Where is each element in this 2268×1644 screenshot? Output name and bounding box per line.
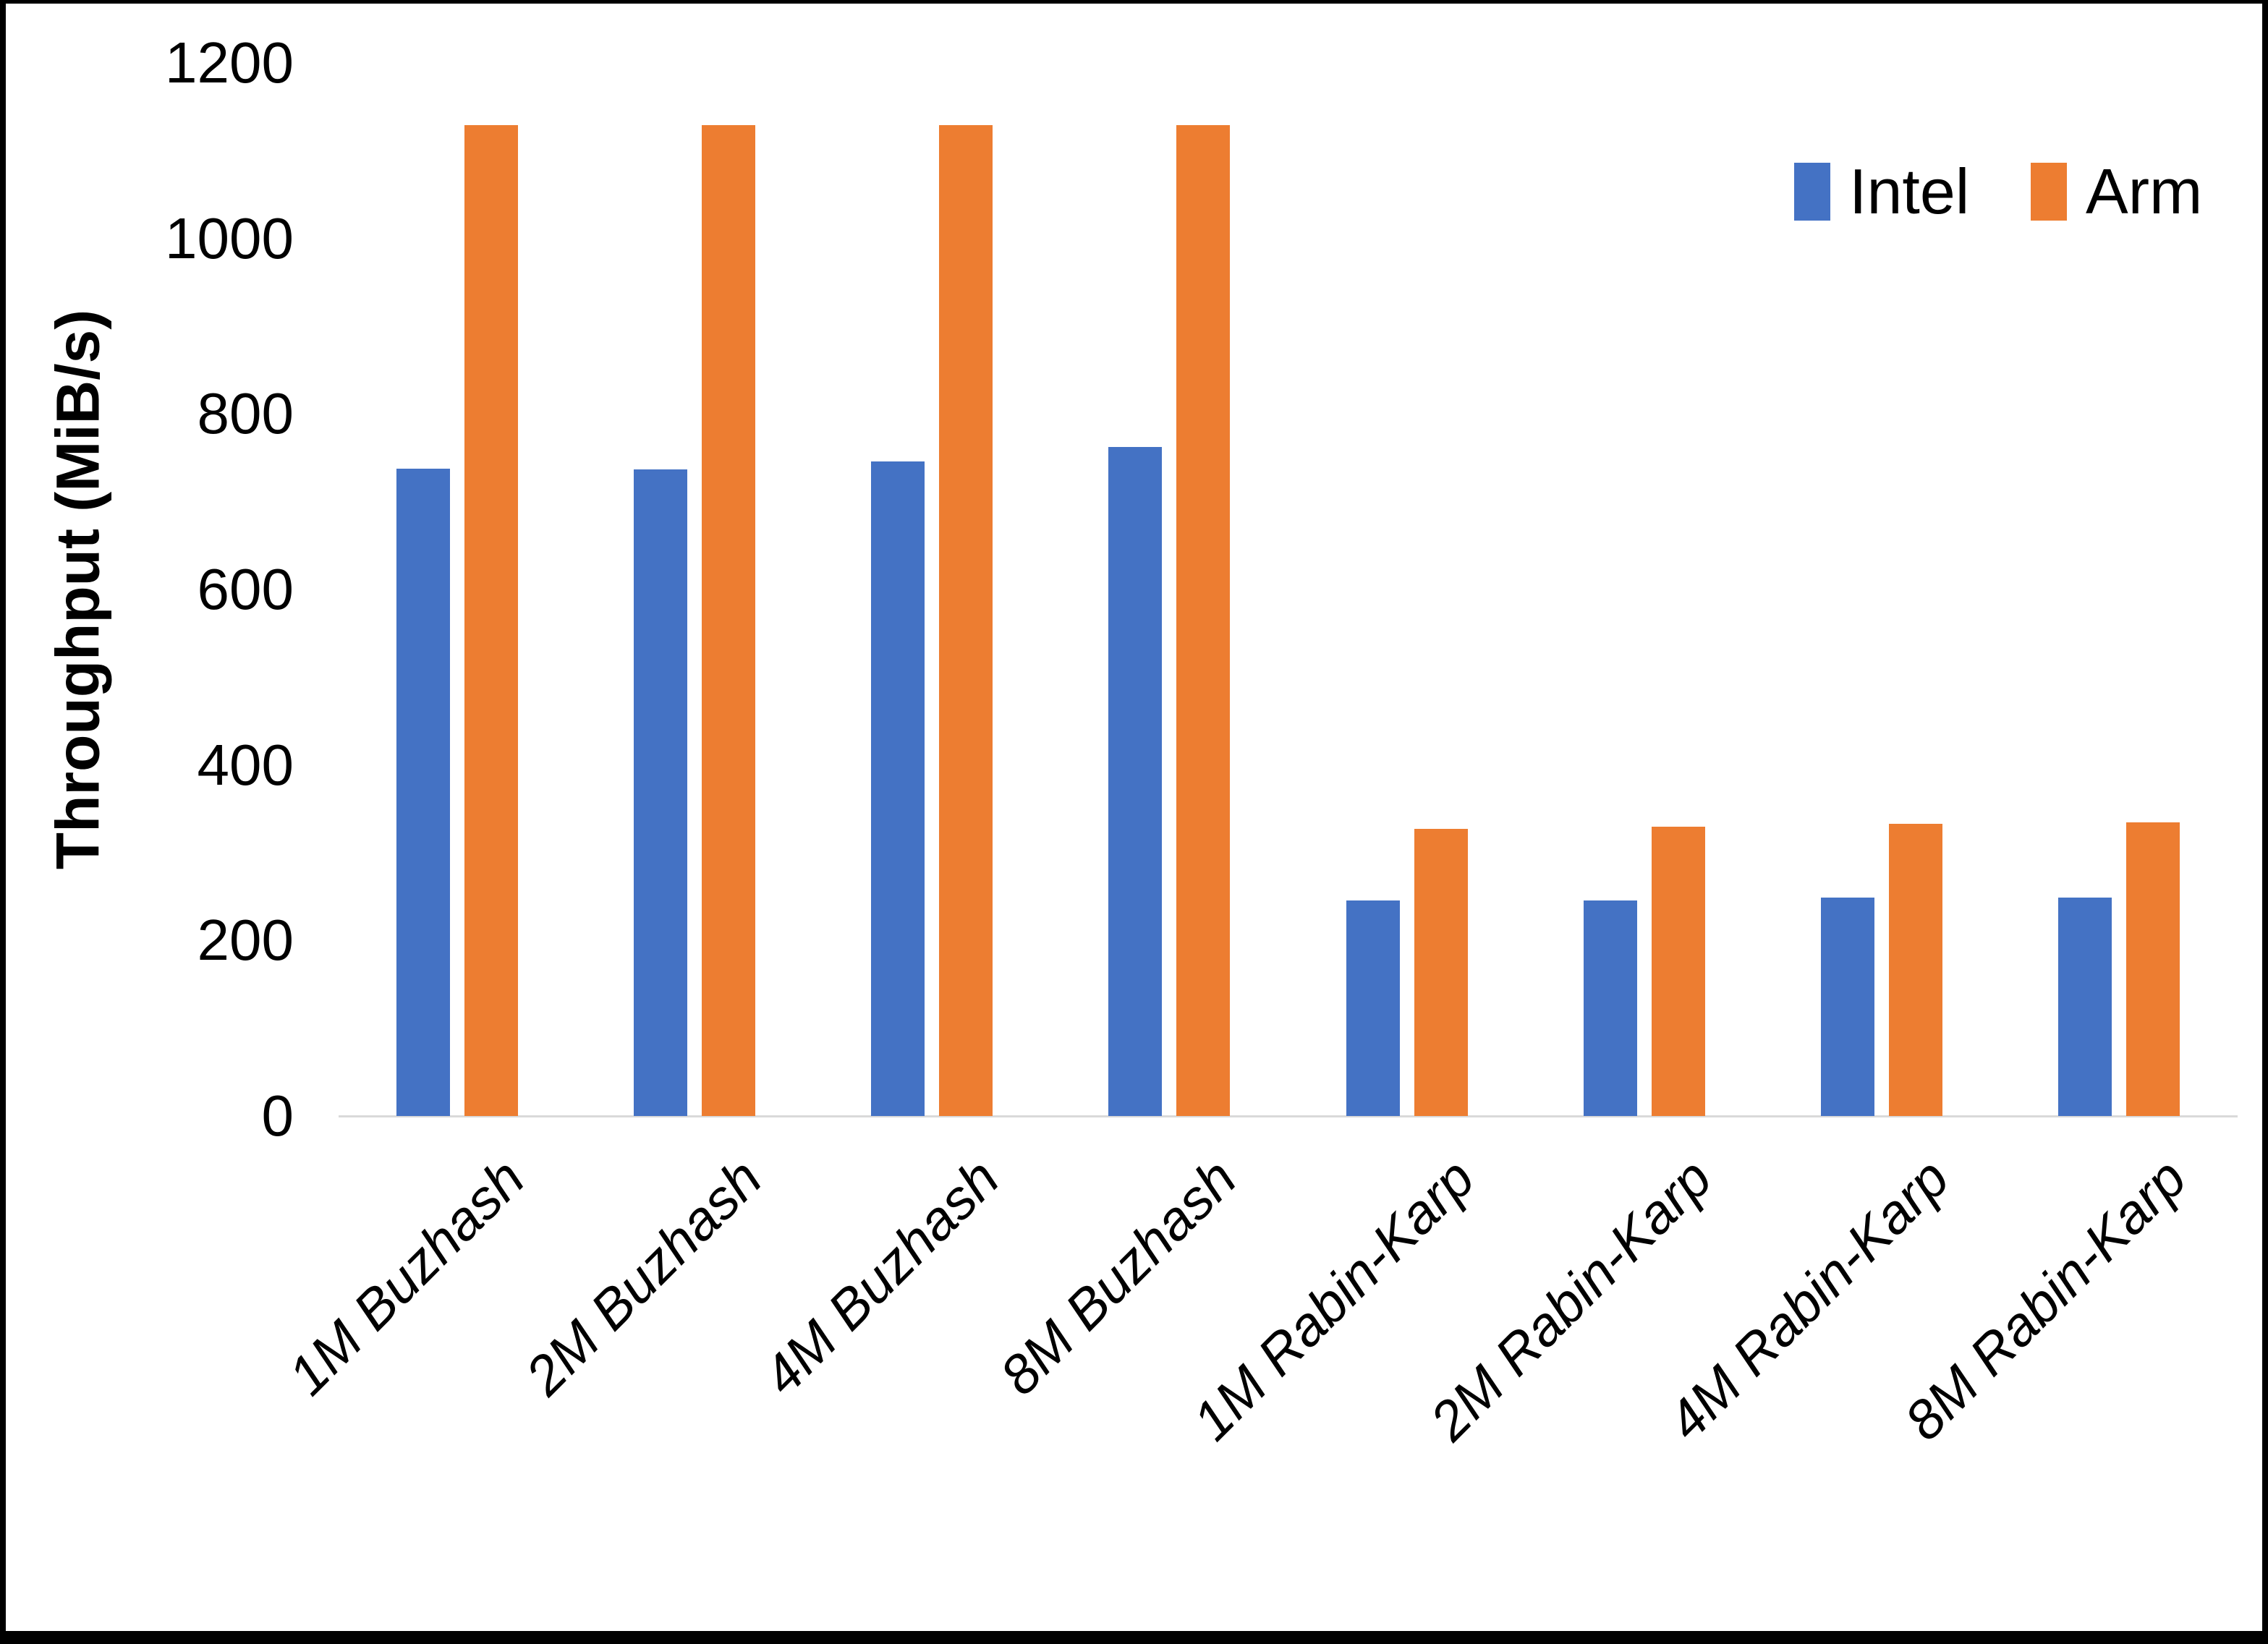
x-axis-label-1m-rabin-karp: 1M Rabin-Karp [1181, 1147, 1486, 1452]
bar-intel-2m-rabin-karp [1583, 900, 1637, 1116]
legend-label-intel: Intel [1849, 156, 1970, 227]
y-tick-label-800: 800 [197, 381, 294, 446]
x-axis-line [339, 1115, 2238, 1117]
bar-arm-1m-buzhash [464, 125, 519, 1116]
x-axis-label-8m-buzhash: 8M Buzhash [989, 1147, 1249, 1407]
bar-arm-1m-rabin-karp [1414, 829, 1468, 1116]
y-tick-label-400: 400 [197, 732, 294, 797]
x-axis-label-2m-buzhash: 2M Buzhash [514, 1147, 774, 1407]
bar-arm-2m-buzhash [702, 125, 756, 1116]
y-tick-label-1200: 1200 [165, 30, 294, 95]
bar-arm-4m-rabin-karp [1888, 823, 1942, 1116]
bar-intel-1m-buzhash [396, 468, 451, 1116]
legend-label-arm: Arm [2086, 156, 2203, 227]
bar-arm-4m-buzhash [939, 125, 993, 1116]
bar-intel-8m-rabin-karp [2057, 897, 2112, 1116]
y-tick-label-200: 200 [197, 908, 294, 973]
y-tick-label-1000: 1000 [165, 205, 294, 271]
bar-arm-8m-buzhash [1176, 125, 1231, 1116]
legend-swatch-arm [2031, 163, 2067, 221]
y-tick-label-600: 600 [197, 557, 294, 621]
bar-arm-8m-rabin-karp [2125, 822, 2180, 1116]
bar-intel-2m-buzhash [634, 469, 688, 1116]
bar-intel-4m-buzhash [871, 461, 925, 1116]
x-axis-label-4m-buzhash: 4M Buzhash [751, 1147, 1011, 1407]
bar-arm-2m-rabin-karp [1651, 826, 1705, 1116]
x-axis-label-2m-rabin-karp: 2M Rabin-Karp [1418, 1147, 1724, 1452]
bar-intel-1m-rabin-karp [1346, 900, 1400, 1116]
bar-intel-4m-rabin-karp [1820, 897, 1874, 1116]
x-axis-label-8m-rabin-karp: 8M Rabin-Karp [1893, 1147, 2199, 1452]
x-axis-label-1m-buzhash: 1M Buzhash [276, 1147, 537, 1407]
x-axis-label-4m-rabin-karp: 4M Rabin-Karp [1655, 1147, 1961, 1452]
y-tick-label-0: 0 [261, 1083, 294, 1148]
legend-swatch-intel [1794, 163, 1830, 221]
bar-intel-8m-buzhash [1108, 447, 1163, 1116]
